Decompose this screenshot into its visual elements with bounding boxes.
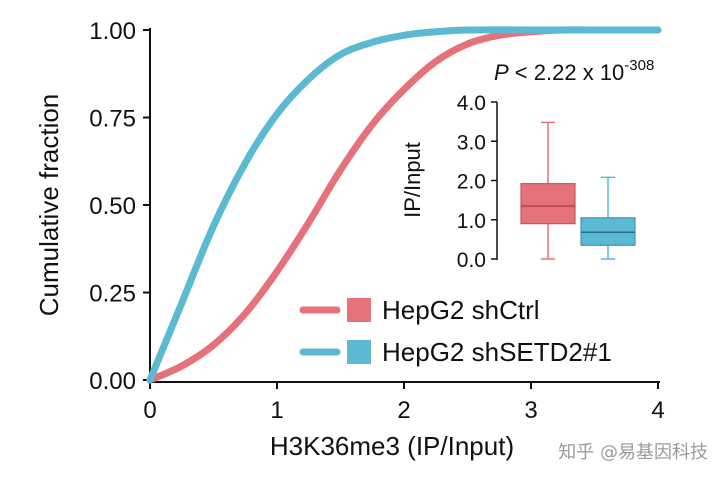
p-value-symbol: P <box>494 60 509 85</box>
legend: HepG2 shCtrl HepG2 shSETD2#1 <box>299 295 612 367</box>
x-tick-label: 4 <box>651 397 664 424</box>
main-plot: 0.00 0.25 0.50 0.75 1.00 0 1 2 3 4 Cumulative fr… <box>34 18 665 461</box>
box-shctrl <box>520 121 576 260</box>
x-tick-label: 3 <box>524 397 537 424</box>
p-value-text: < 2.22 x 10 <box>509 60 625 85</box>
x-axis-ticks: 0 1 2 3 4 <box>143 382 665 424</box>
y-tick-label: 0.50 <box>89 193 136 220</box>
x-tick-label: 1 <box>270 397 283 424</box>
inset-boxplot: P < 2.22 x 10-308 0.0 1.0 2.0 3.0 4.0 IP/Inp… <box>400 57 654 272</box>
legend-item-shctrl: HepG2 shCtrl <box>299 295 540 325</box>
inset-y-tick-label: 3.0 <box>457 131 486 154</box>
box-iqr <box>520 183 576 225</box>
legend-swatch-shctrl <box>347 298 371 322</box>
y-axis-title: Cumulative fraction <box>34 94 64 317</box>
p-value-exponent: -308 <box>624 57 654 74</box>
y-tick-label: 0.00 <box>89 368 136 395</box>
x-tick-label: 2 <box>397 397 410 424</box>
inset-y-tick-label: 2.0 <box>457 171 486 194</box>
legend-label-shctrl: HepG2 shCtrl <box>382 295 540 325</box>
inset-y-axis-title: IP/Input <box>400 142 425 218</box>
box-shsetd2 <box>580 176 636 260</box>
inset-y-tick-label: 1.0 <box>457 210 486 233</box>
legend-item-shsetd2: HepG2 shSETD2#1 <box>299 337 612 367</box>
legend-swatch-shsetd2 <box>347 340 371 364</box>
y-tick-label: 0.75 <box>89 106 136 133</box>
cdf-curves <box>146 26 662 384</box>
box-iqr <box>580 217 636 246</box>
inset-y-axis-ticks: 0.0 1.0 2.0 3.0 4.0 <box>457 92 497 272</box>
y-tick-label: 0.25 <box>89 281 136 308</box>
x-axis-title: H3K36me3 (IP/Input) <box>270 431 514 461</box>
p-value-annotation: P < 2.22 x 10-308 <box>494 57 654 85</box>
inset-y-tick-label: 0.0 <box>457 249 486 272</box>
x-tick-label: 0 <box>143 397 156 424</box>
inset-y-tick-label: 4.0 <box>457 92 486 115</box>
legend-label-shsetd2: HepG2 shSETD2#1 <box>382 337 612 367</box>
watermark: 知乎 @易基因科技 <box>558 442 708 463</box>
y-tick-label: 1.00 <box>89 18 136 45</box>
y-axis-ticks: 0.00 0.25 0.50 0.75 1.00 <box>89 18 150 395</box>
cdf-line-shsetd2 <box>146 26 662 384</box>
inset-boxes <box>520 121 636 260</box>
